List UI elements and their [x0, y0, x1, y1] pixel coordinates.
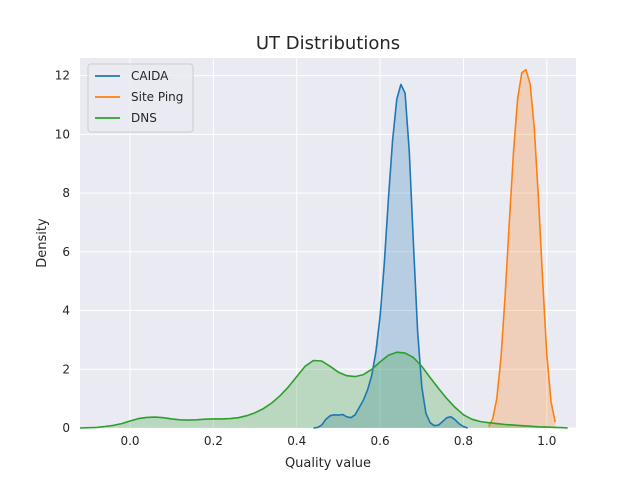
- y-tick-labels: 0 2 4 6 8 10 12: [55, 69, 70, 435]
- legend: CAIDA Site Ping DNS: [87, 63, 194, 133]
- legend-box: [87, 63, 194, 133]
- chart-title: UT Distributions: [256, 33, 400, 54]
- x-tick-label: 0.6: [371, 434, 390, 448]
- dns-line: [79, 351, 568, 429]
- y-tick-label: 6: [62, 245, 70, 259]
- y-tick-label: 0: [62, 421, 70, 435]
- y-axis-label: Density: [35, 218, 50, 268]
- x-tick-label: 0.8: [454, 434, 473, 448]
- caida-line: [313, 83, 468, 429]
- y-tick-label: 4: [62, 304, 70, 318]
- x-axis-label: Quality value: [285, 456, 371, 471]
- density-lines: [79, 68, 568, 429]
- site-ping-line: [487, 68, 556, 427]
- x-tick-label: 0.2: [204, 434, 223, 448]
- y-tick-label: 8: [62, 186, 70, 200]
- x-tick-label: 0.4: [287, 434, 306, 448]
- y-tick-label: 10: [55, 127, 70, 141]
- y-tick-label: 2: [62, 362, 70, 376]
- site-ping-area: [488, 69, 556, 428]
- y-tick-label: 12: [55, 69, 70, 83]
- density-fills: [80, 69, 568, 429]
- x-tick-labels: 0.0 0.2 0.4 0.6 0.8 1.0: [120, 434, 556, 448]
- legend-label-site-ping: Site Ping: [131, 90, 183, 104]
- legend-label-caida: CAIDA: [131, 69, 169, 83]
- x-tick-label: 0.0: [120, 434, 139, 448]
- x-tick-label: 1.0: [537, 434, 556, 448]
- legend-label-dns: DNS: [131, 111, 157, 125]
- dns-area: [80, 352, 568, 428]
- caida-area: [313, 84, 468, 429]
